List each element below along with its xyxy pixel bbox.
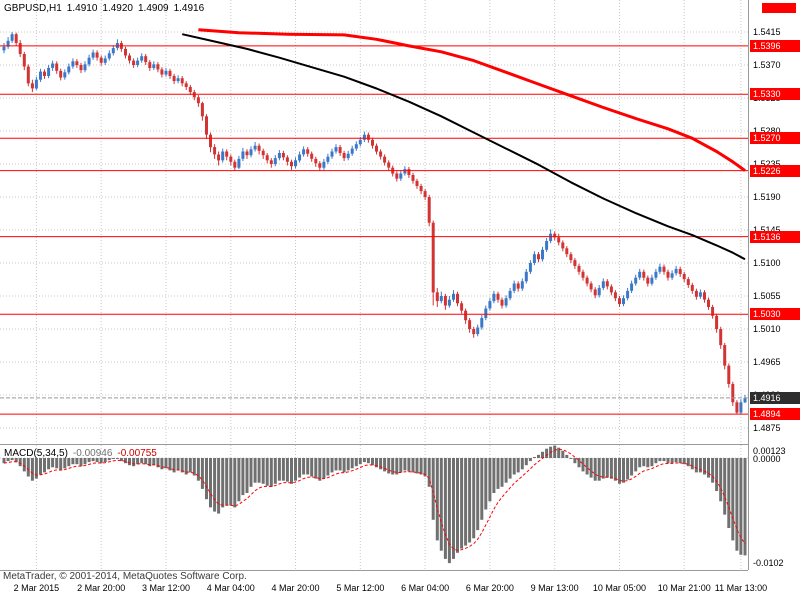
time-tick-label: 6 Mar 04:00	[401, 583, 450, 593]
ohlc-open: 1.4910	[66, 3, 98, 14]
time-tick-label: 4 Mar 20:00	[271, 583, 320, 593]
level-price-label: 1.5270	[750, 132, 800, 145]
price-tick-label: 1.5190	[753, 192, 781, 202]
price-tick-label: 1.5100	[753, 258, 781, 268]
time-axis[interactable]: 2 Mar 2015 2 Mar 20:00 3 Mar 12:00 4 Mar 04…	[0, 583, 800, 597]
level-price-label: 1.5330	[750, 88, 800, 101]
current-bid-price-label: 1.4916	[750, 391, 800, 404]
time-tick-label: 6 Mar 20:00	[465, 583, 514, 593]
time-tick-label: 9 Mar 13:00	[530, 583, 579, 593]
price-tick-label: 1.5280	[753, 126, 781, 136]
time-tick-label: 10 Mar 21:00	[657, 583, 711, 593]
macd-indicator-panel[interactable]	[0, 445, 748, 570]
time-tick-label: 11 Mar 13:00	[714, 583, 768, 593]
macd-histogram-bars	[2, 445, 747, 564]
macd-tick-label: -0.0102	[753, 558, 784, 568]
symbol-timeframe-label: GBPUSD,H1	[4, 3, 62, 14]
macd-name: MACD(5,34,5)	[4, 448, 68, 459]
copyright-text: MetaTrader, © 2001-2014, MetaQuotes Soft…	[3, 571, 247, 582]
top-right-red-marker	[762, 3, 796, 13]
price-tick-label: 1.5055	[753, 291, 781, 301]
time-tick-label: 2 Mar 20:00	[77, 583, 126, 593]
level-price-label: 1.4894	[750, 408, 800, 421]
price-axis[interactable]: 1.54151.53701.53251.52801.52351.51901.51…	[748, 0, 800, 570]
time-tick-label: 10 Mar 05:00	[592, 583, 646, 593]
support-resistance-lines	[0, 45, 748, 415]
price-tick-label: 1.5010	[753, 324, 781, 334]
time-tick-label: 2 Mar 2015	[13, 583, 60, 593]
bottom-separator	[0, 570, 748, 571]
panel-separator[interactable]	[0, 444, 748, 445]
ohlc-low: 1.4909	[137, 3, 169, 14]
macd-signal-line	[3, 448, 746, 551]
price-tick-label: 1.5370	[753, 60, 781, 70]
chart-title: GBPUSD,H1 1.4910 1.4920 1.4909 1.4916	[4, 3, 209, 14]
price-tick-label: 1.5415	[753, 27, 781, 37]
macd-histogram-svg[interactable]	[0, 445, 748, 570]
price-tick-label: 1.5235	[753, 159, 781, 169]
candlestick-chart-svg[interactable]	[0, 0, 748, 444]
candles	[2, 32, 747, 415]
time-tick-label: 5 Mar 12:00	[336, 583, 385, 593]
macd-tick-label: 0.00123	[753, 446, 786, 456]
price-tick-label: 1.4965	[753, 357, 781, 367]
time-tick-label: 3 Mar 12:00	[141, 583, 190, 593]
price-tick-label: 1.5145	[753, 225, 781, 235]
macd-value-main: -0.00946	[72, 448, 113, 459]
level-price-label: 1.5396	[750, 39, 800, 52]
level-price-label: 1.5136	[750, 230, 800, 243]
price-chart-panel[interactable]	[0, 0, 748, 444]
macd-value-signal: -0.00755	[117, 448, 157, 459]
level-price-label: 1.5226	[750, 164, 800, 177]
ohlc-close: 1.4916	[173, 3, 205, 14]
ma-fast-black-line	[181, 33, 746, 261]
ohlc-high: 1.4920	[102, 3, 133, 14]
macd-tick-label: 0.0000	[753, 454, 781, 464]
level-price-label: 1.5030	[750, 308, 800, 321]
ma-slow-red-line	[198, 28, 746, 172]
price-tick-label: 1.4875	[753, 423, 781, 433]
grid-lines	[0, 0, 748, 444]
time-tick-label: 4 Mar 04:00	[206, 583, 255, 593]
macd-indicator-label: MACD(5,34,5) -0.00946 -0.00755	[4, 448, 162, 459]
